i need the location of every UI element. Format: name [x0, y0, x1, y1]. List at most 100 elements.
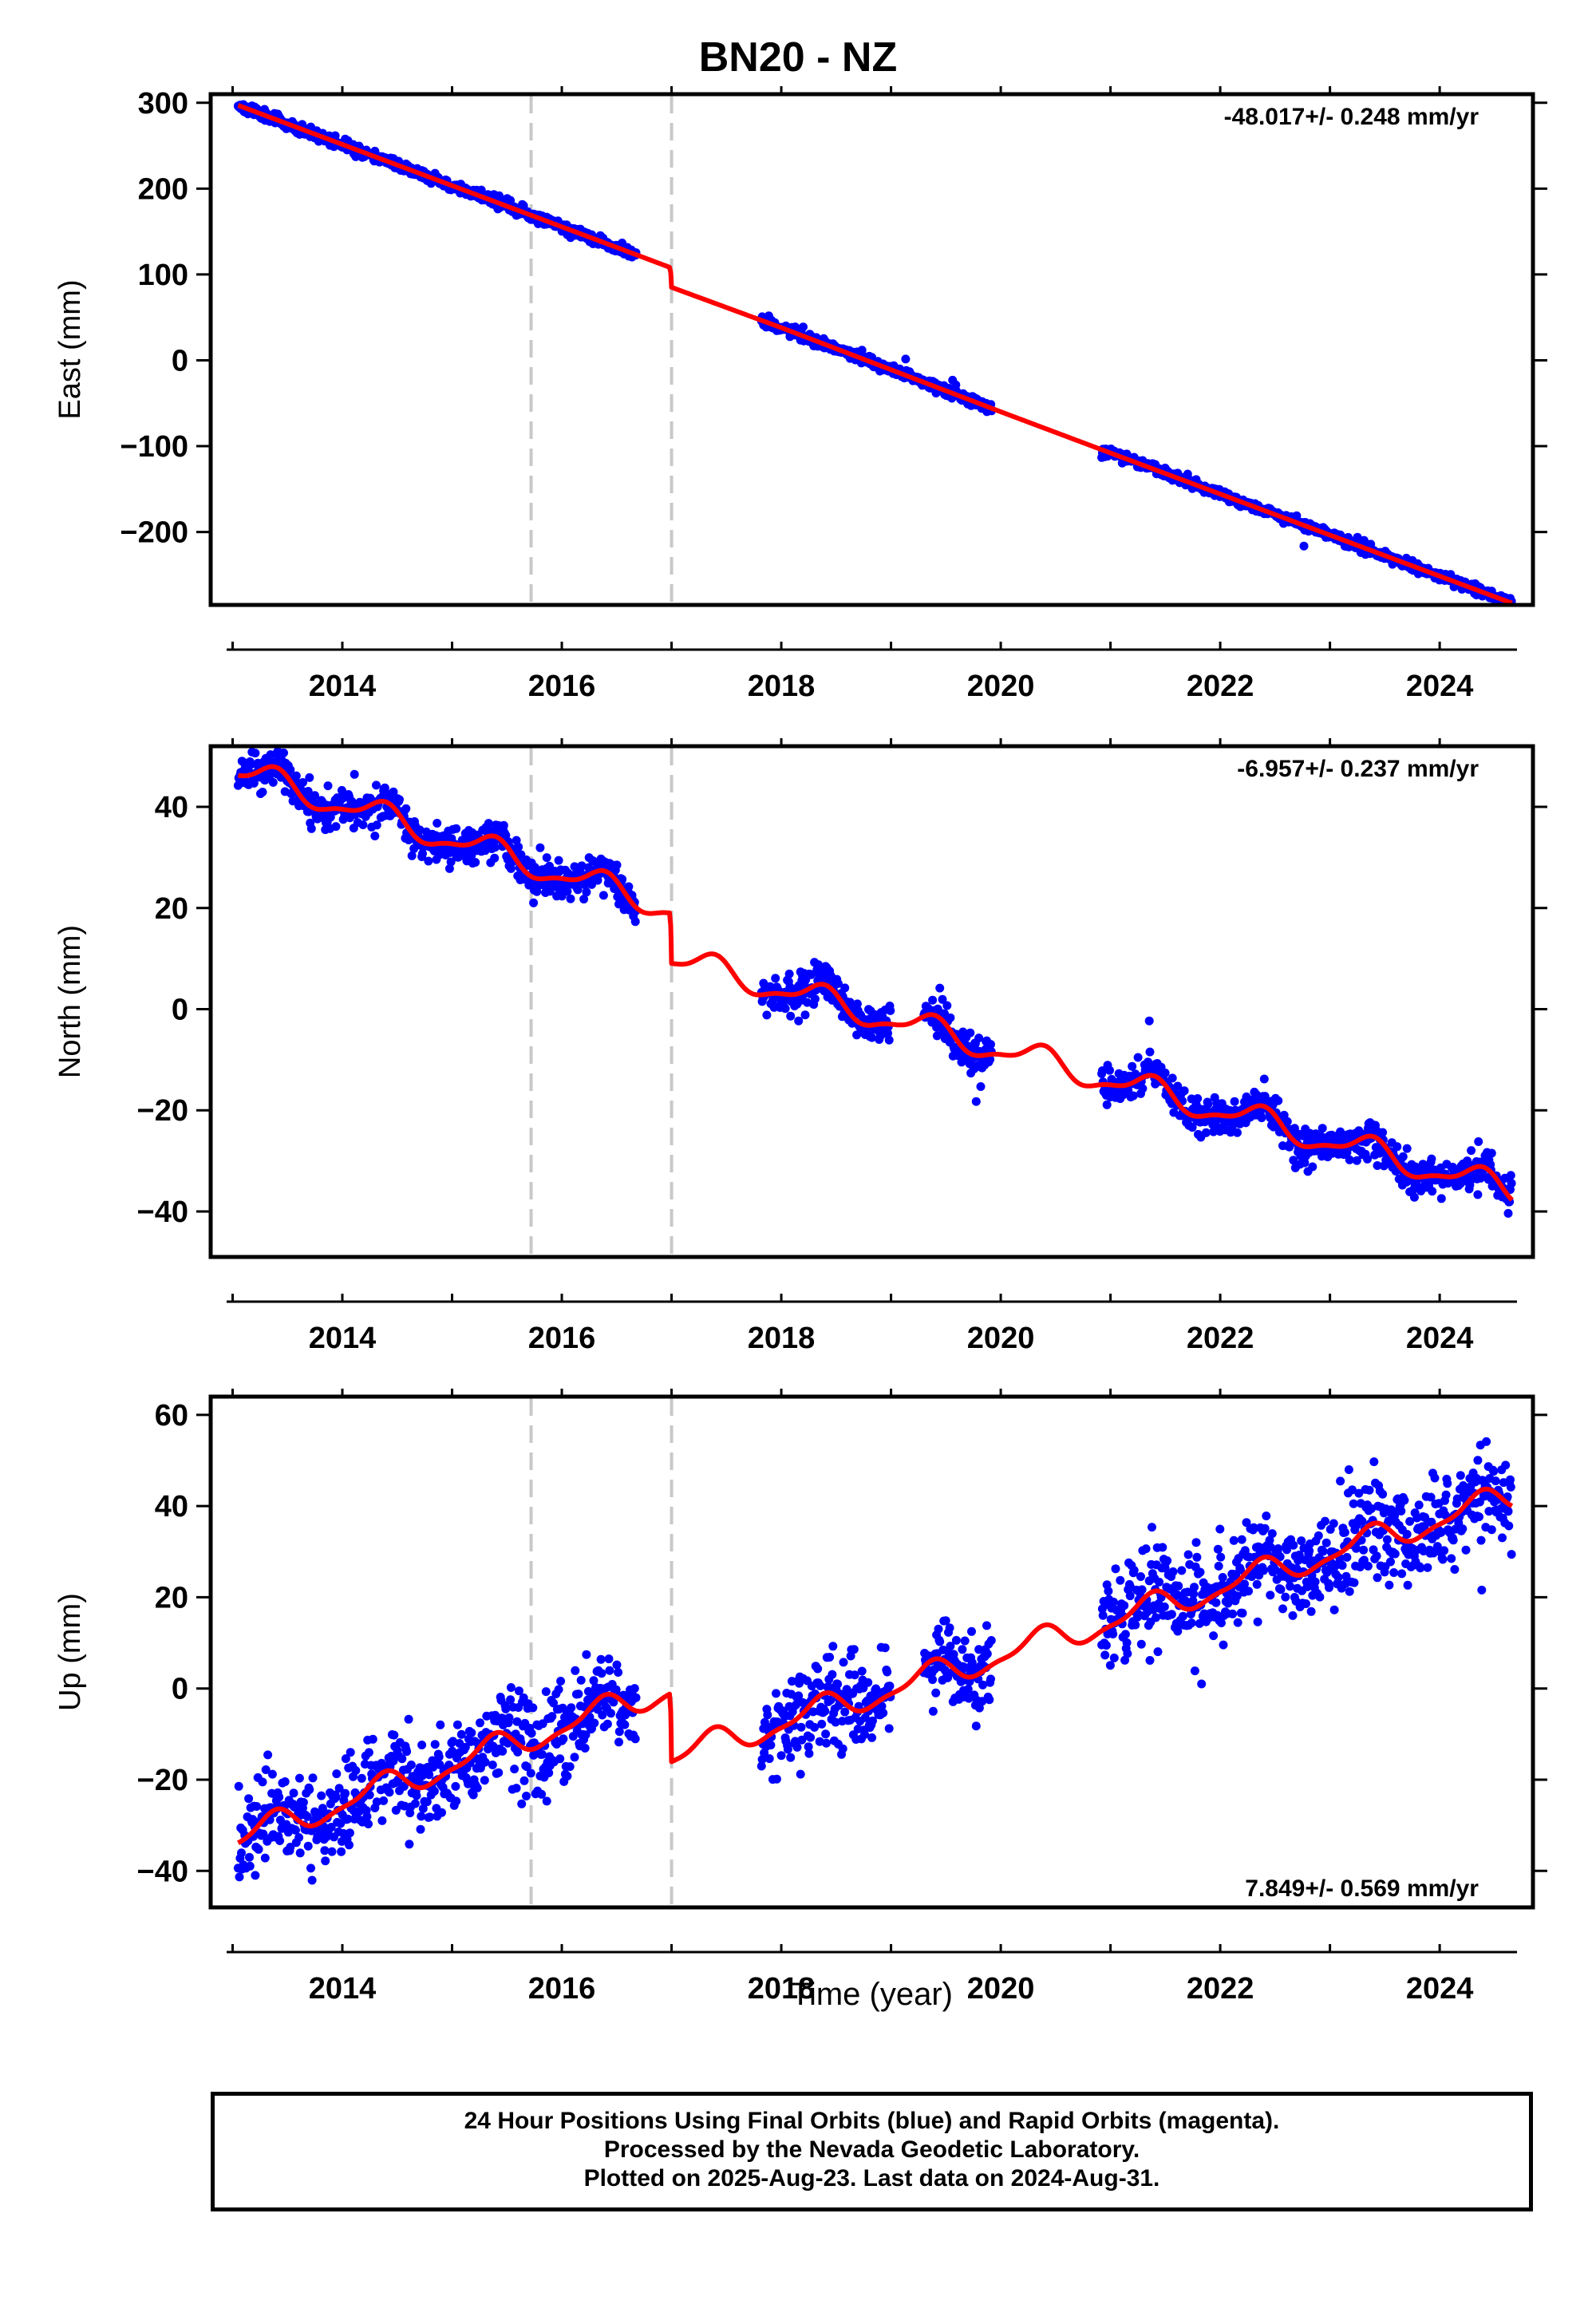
data-point-1082: [1216, 1552, 1226, 1562]
data-point-1194: [1290, 1124, 1299, 1133]
data-point-659: [794, 1691, 804, 1701]
data-point-729: [840, 1707, 850, 1717]
x-tick-label: 2022: [1187, 1322, 1254, 1355]
data-point-1445: [1456, 1471, 1465, 1480]
data-point-1197: [1292, 1564, 1302, 1573]
data-point-611: [762, 1010, 772, 1020]
data-point-187: [357, 1773, 366, 1783]
data-point-729: [840, 983, 850, 993]
data-point-1461: [1467, 1146, 1476, 1156]
data-point-633: [776, 1751, 786, 1761]
data-point-1172: [1275, 1552, 1285, 1562]
data-point-475: [547, 1712, 557, 1721]
y-tick-label: −100: [120, 430, 188, 464]
data-point-254: [401, 804, 411, 813]
data-point-19: [246, 760, 255, 769]
data-point-1364: [1402, 1530, 1412, 1539]
data-point-738: [846, 1651, 855, 1661]
data-point-539: [590, 1718, 599, 1728]
data-point-715: [831, 1717, 840, 1727]
data-point-1448: [1458, 1524, 1468, 1534]
data-point-1078: [1213, 1544, 1223, 1554]
data-point-1420: [1440, 1546, 1449, 1555]
data-point-413: [506, 1683, 516, 1692]
data-point-706: [825, 1653, 835, 1662]
data-point-914: [1105, 1065, 1114, 1075]
data-point-379: [484, 819, 493, 828]
data-point-1211: [1302, 1599, 1310, 1608]
data-point-1522: [1507, 1550, 1516, 1559]
data-point-564: [606, 1709, 615, 1718]
data-point-1270: [1340, 1528, 1349, 1537]
data-point-683: [810, 1722, 820, 1732]
data-point-394: [494, 1768, 504, 1777]
data-point-936: [1120, 1601, 1129, 1611]
data-point-639: [780, 1004, 790, 1014]
data-point-1017: [1173, 1081, 1183, 1091]
data-point-551: [598, 1710, 607, 1720]
data-point-669: [800, 1010, 810, 1020]
data-point-1187: [1286, 1582, 1295, 1591]
data-point-63: [275, 1836, 285, 1845]
data-point-1349: [1393, 1142, 1402, 1152]
data-point-235: [389, 787, 398, 796]
data-point-1339: [1386, 1557, 1395, 1567]
data-point-255: [402, 1747, 412, 1757]
data-point-98: [298, 778, 307, 787]
data-point-978: [1148, 1523, 1156, 1532]
data-point-105: [302, 1812, 312, 1821]
data-point-197: [364, 1820, 373, 1828]
data-point-1081: [1215, 1524, 1225, 1534]
data-point-894: [982, 1621, 991, 1630]
data-point-41: [260, 1853, 270, 1863]
data-point-1522: [1507, 1179, 1516, 1188]
data-point-94: [295, 1848, 305, 1858]
data-point-903: [1097, 1604, 1107, 1614]
data-point-718: [833, 1679, 843, 1689]
data-point-796: [884, 1724, 894, 1733]
data-point-1327: [1378, 1128, 1388, 1137]
y-axis-label: Up (mm): [53, 1593, 87, 1711]
data-point-1402: [1428, 1187, 1437, 1196]
data-point-1423: [1441, 1490, 1451, 1500]
data-point-1260: [1333, 1572, 1343, 1582]
data-point-424: [514, 842, 523, 852]
y-tick-label: 20: [155, 1581, 188, 1614]
data-point-961: [1136, 1572, 1145, 1581]
data-point-662: [796, 1769, 805, 1779]
data-point-388: [490, 853, 500, 863]
y-tick-label: 200: [138, 172, 188, 206]
data-point-1319: [1373, 1573, 1382, 1583]
data-point-1225: [1310, 1577, 1320, 1587]
data-point-659: [794, 1016, 804, 1026]
data-point-502: [565, 1762, 575, 1772]
data-point-1521: [1506, 1482, 1515, 1492]
data-point-136: [323, 781, 333, 791]
data-point-268: [410, 1799, 420, 1808]
data-point-259: [405, 1840, 414, 1849]
data-point-834: [942, 1001, 952, 1010]
data-point-148: [331, 1792, 341, 1802]
data-point-108: [305, 1784, 314, 1794]
data-point-1149: [1260, 1524, 1270, 1533]
data-point-373: [480, 1776, 489, 1785]
data-point-270: [412, 1791, 421, 1800]
data-point-812: [928, 1675, 938, 1685]
x-axis-label: Time (year): [791, 1977, 953, 2012]
data-point-1284: [1349, 1578, 1359, 1587]
y-tick-label: 40: [155, 791, 188, 824]
data-point-907: [1100, 1650, 1110, 1660]
data-point-827: [938, 994, 947, 1004]
data-point-1038: [1187, 1618, 1196, 1628]
data-point-823: [935, 983, 945, 993]
data-point-1360: [1400, 1496, 1409, 1505]
data-point-1108: [1233, 1618, 1242, 1627]
data-point-525: [580, 1744, 590, 1753]
data-point-883: [974, 1703, 984, 1713]
data-point-882: [974, 1645, 984, 1654]
data-point-1395: [1423, 1563, 1432, 1572]
data-point-969: [1141, 1544, 1151, 1554]
fit-line: [236, 1486, 1514, 1845]
data-point-1440: [1452, 1494, 1462, 1504]
data-point-108: [305, 773, 314, 782]
